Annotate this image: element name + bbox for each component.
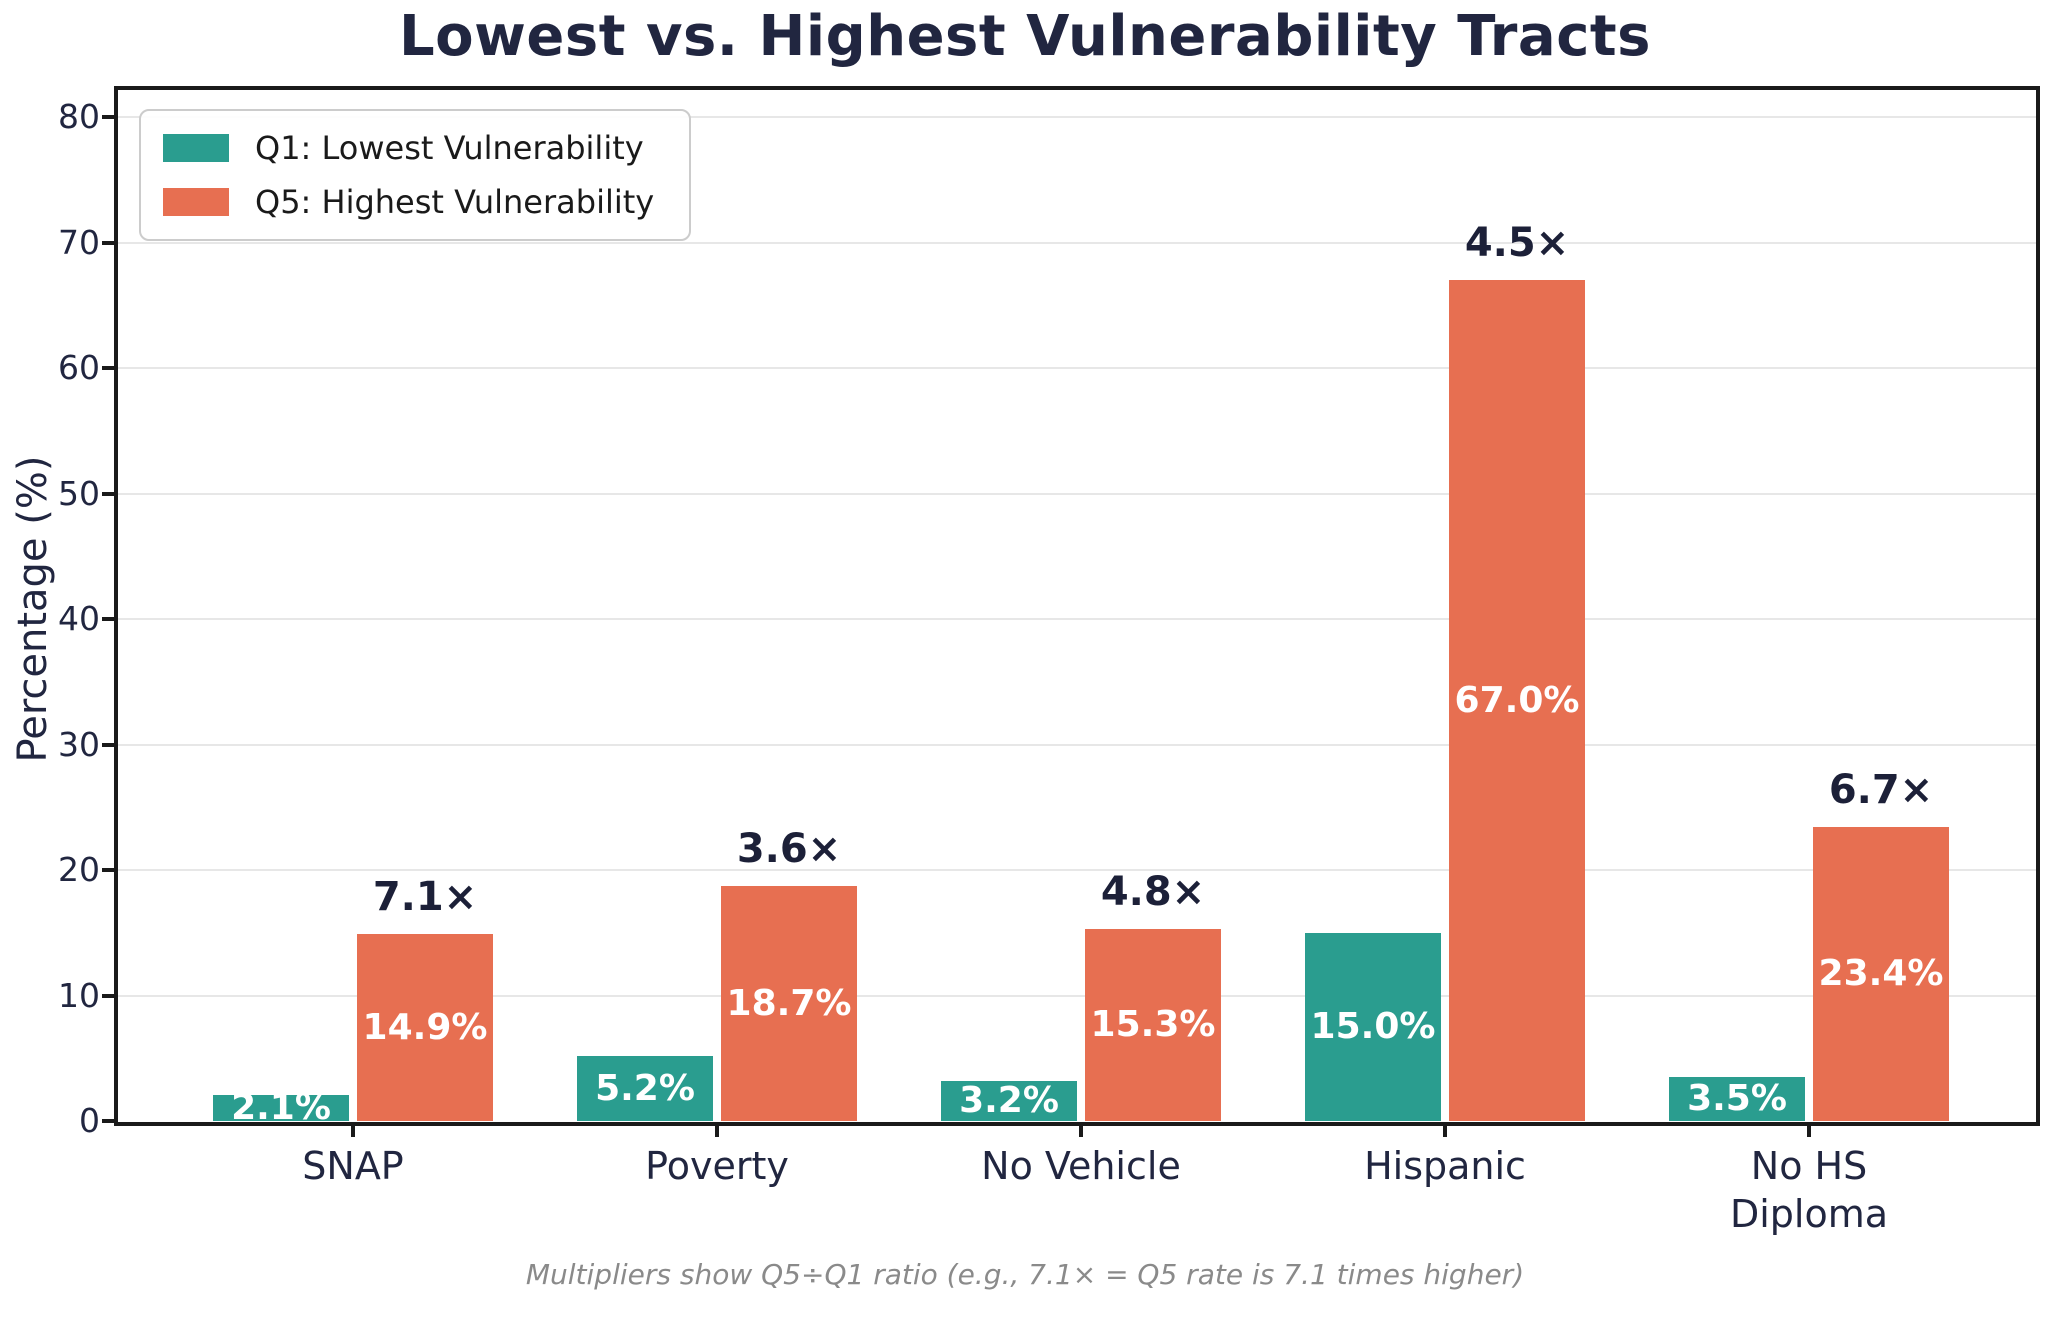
footnote: Multipliers show Q5÷Q1 ratio (e.g., 7.1×… <box>525 1258 1525 1291</box>
multiplier-label: 4.5× <box>1464 220 1570 266</box>
y-tick-mark <box>102 742 116 747</box>
bar-value-label: 2.1% <box>231 1087 331 1128</box>
bar-q1-3 <box>941 1081 1077 1121</box>
y-tick-label: 20 <box>58 850 100 889</box>
x-tick-label-2: Poverty <box>645 1144 789 1188</box>
y-tick-label: 50 <box>58 473 100 513</box>
y-tick-label: 30 <box>58 724 100 764</box>
x-tick-mark <box>1079 1124 1083 1137</box>
y-tick-label: 70 <box>58 222 100 262</box>
y-tick-mark <box>102 115 116 119</box>
gridline <box>118 618 2036 620</box>
legend-item-q5: Q5: Highest Vulnerability <box>163 182 667 222</box>
multiplier-label: 4.8× <box>1100 869 1206 915</box>
bar-value-label: 3.2% <box>959 1080 1059 1121</box>
x-tick-label-4: Hispanic <box>1364 1144 1526 1188</box>
bar-q5-2 <box>721 886 857 1121</box>
gridline <box>118 492 2036 495</box>
legend: Q1: Lowest Vulnerability Q5: Highest Vul… <box>139 109 691 241</box>
bar-q5-4 <box>1449 280 1585 1121</box>
y-tick-mark <box>102 1119 116 1123</box>
bar-value-label: 15.0% <box>1310 1006 1436 1047</box>
y-tick-label: 60 <box>58 348 100 387</box>
legend-label-q1: Q1: Lowest Vulnerability <box>255 129 644 167</box>
y-tick-mark <box>102 868 116 872</box>
gridline <box>118 994 2036 997</box>
bar-q1-5 <box>1669 1077 1805 1121</box>
multiplier-label: 6.7× <box>1828 767 1934 813</box>
y-tick-label: 40 <box>58 599 100 638</box>
legend-swatch-q1 <box>163 134 229 162</box>
bar-q5-3 <box>1085 929 1221 1121</box>
y-tick-mark <box>102 993 116 998</box>
gridline <box>118 116 2036 118</box>
x-tick-mark <box>351 1124 355 1137</box>
x-tick-label-1: SNAP <box>302 1144 404 1188</box>
y-tick-label: 80 <box>58 97 100 136</box>
y-tick-mark <box>102 491 116 496</box>
y-tick-label: 10 <box>58 975 100 1015</box>
bar-value-label: 67.0% <box>1454 679 1580 721</box>
y-tick-mark <box>102 240 116 245</box>
bar-value-label: 3.5% <box>1687 1078 1787 1119</box>
chart-title: Lowest vs. Highest Vulnerability Tracts <box>398 4 1652 69</box>
gridline <box>118 241 2036 244</box>
bar-value-label: 14.9% <box>362 1006 488 1048</box>
bar-value-label: 5.2% <box>595 1067 695 1109</box>
bar-value-label: 23.4% <box>1818 953 1944 994</box>
x-tick-mark <box>1807 1124 1811 1137</box>
legend-label-q5: Q5: Highest Vulnerability <box>255 183 655 221</box>
legend-swatch-q5 <box>163 188 229 216</box>
bar-q5-5 <box>1813 827 1949 1121</box>
y-tick-label: 0 <box>79 1101 100 1140</box>
bar-q1-1 <box>213 1095 349 1121</box>
gridline <box>118 869 2036 871</box>
bar-value-label: 15.3% <box>1090 1004 1216 1045</box>
x-tick-label-3: No Vehicle <box>981 1144 1181 1188</box>
x-tick-mark <box>1443 1124 1447 1137</box>
legend-item-q1: Q1: Lowest Vulnerability <box>163 128 667 168</box>
gridline <box>118 367 2036 369</box>
gridline <box>118 743 2036 746</box>
x-tick-label-5: No HS Diploma <box>1729 1144 1889 1236</box>
multiplier-label: 7.1× <box>372 874 478 920</box>
bar-q1-4 <box>1305 933 1441 1121</box>
bar-q1-2 <box>577 1056 713 1121</box>
y-tick-mark <box>102 617 116 621</box>
plot-area: 2.1% 14.9% 7.1× 5.2% 18.7% 3.6× 3.2% 15.3% 4.8× 1… <box>114 86 2040 1128</box>
bar-q5-1 <box>357 934 493 1121</box>
y-tick-mark <box>102 366 116 370</box>
bar-value-label: 18.7% <box>726 982 852 1024</box>
x-tick-mark <box>715 1124 719 1137</box>
multiplier-label: 3.6× <box>736 826 842 872</box>
